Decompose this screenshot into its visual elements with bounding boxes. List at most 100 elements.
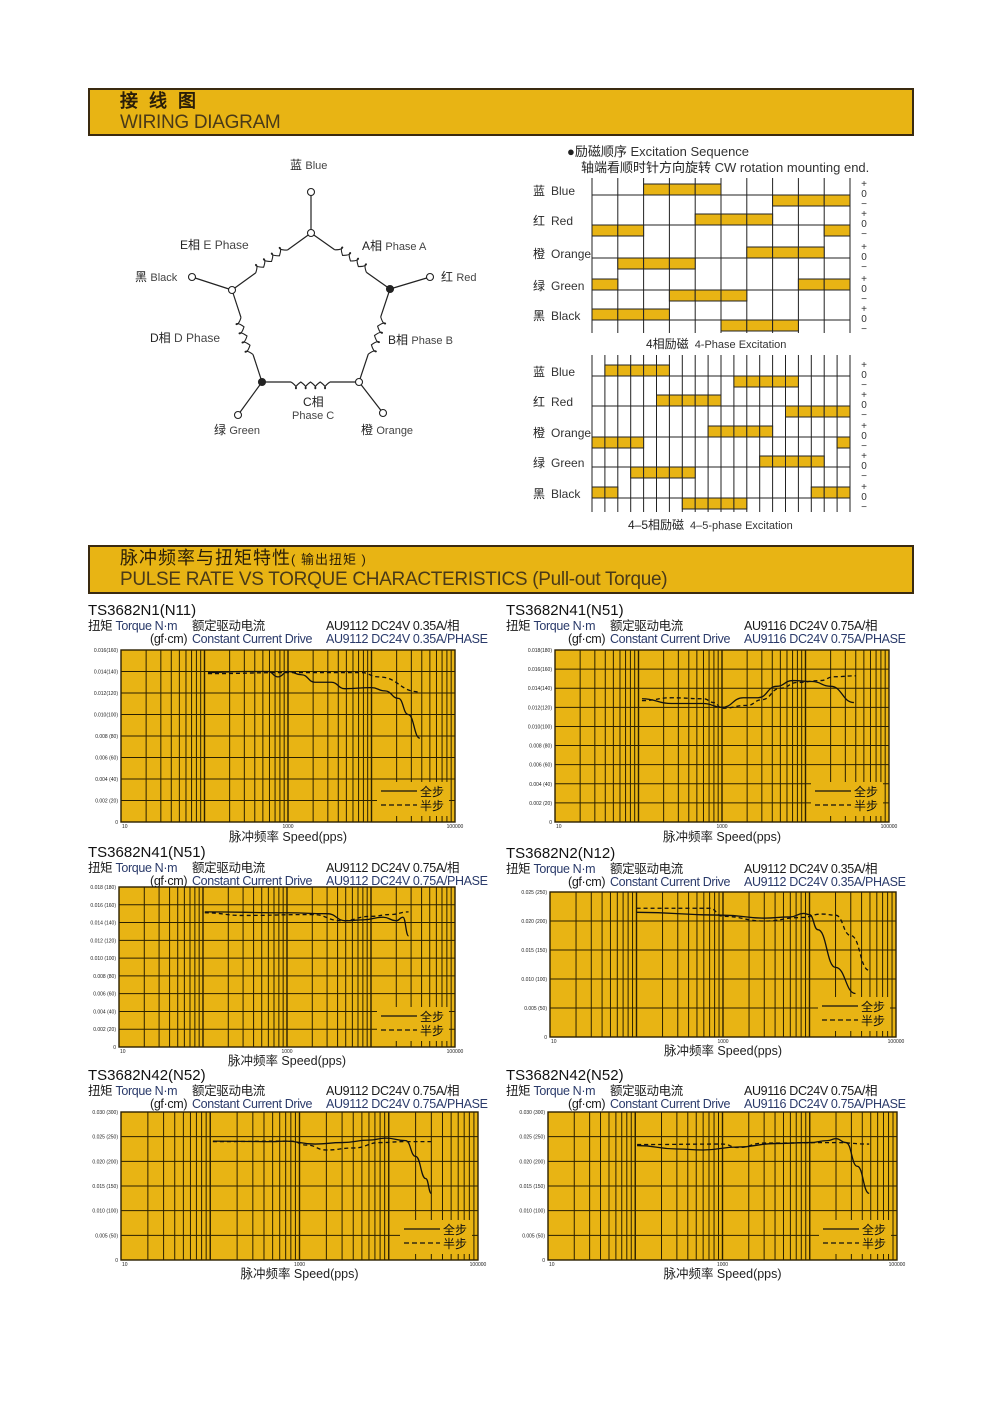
x-tick-label: 1000 — [281, 1049, 292, 1055]
y-tick-label: 0.016 (160) — [90, 903, 116, 909]
red-lead-wire — [389, 276, 431, 290]
legend-label: 半步 — [443, 1237, 467, 1251]
x-tick-label: 100000 — [881, 824, 898, 830]
excitation-row-label: 黑 Black — [533, 487, 581, 501]
chart-drive-cn: 额定驱动电流 — [610, 1084, 683, 1098]
chart-title: TS3682N41(N51) — [506, 602, 624, 619]
polarity-marker: +0− — [861, 179, 867, 210]
y-tick-label: 0.015 (150) — [521, 948, 547, 954]
legend-box — [811, 782, 883, 816]
chart-spec-cn: AU9112 DC24V 0.75A/相 — [326, 1084, 460, 1098]
label-phase-e: E相 E Phase — [180, 238, 249, 252]
series-full-step-line — [641, 679, 854, 708]
chart-drive-cn: 额定驱动电流 — [192, 619, 265, 633]
excitation-caption: 4–5相励磁 4–5-phase Excitation — [628, 518, 793, 532]
polarity-marker: +0− — [861, 274, 867, 305]
y-tick-label: 0.010 (100) — [521, 977, 547, 983]
chart-spec-en: AU9112 DC24V 0.75A/PHASE — [326, 874, 488, 888]
y-tick-label: 0.005 (50) — [524, 1006, 547, 1012]
chart-header-line-2: (gf·cm) Constant Current Drive AU9116 DC24… — [568, 1098, 906, 1111]
y-tick-label: 0.020 (200) — [521, 919, 547, 925]
excitation-row-label: 绿 Green — [533, 279, 585, 293]
chart-drive-cn: 额定驱动电流 — [610, 862, 683, 876]
series-half-step-line — [637, 1141, 870, 1149]
polarity-marker: +0− — [861, 360, 867, 391]
polarity-marker: +0− — [861, 421, 867, 452]
excitation-bar-negative — [617, 224, 645, 237]
chart-title: TS3682N42(N52) — [88, 1067, 206, 1084]
x-axis-label: 脉冲频率 Speed(pps) — [240, 1267, 359, 1281]
excitation-bar-positive — [591, 278, 619, 291]
red-terminal — [425, 272, 435, 282]
y-tick-label: 0.018 (180) — [90, 885, 116, 891]
series-half-step-line — [207, 671, 420, 693]
legend-label: 全步 — [854, 784, 878, 799]
chart-header-line-2: (gf·cm) Constant Current Drive AU9116 DC24… — [568, 633, 906, 646]
phase-d-coil — [231, 289, 263, 383]
excitation-row-label: 蓝 Blue — [533, 184, 576, 198]
x-axis-label: 脉冲频率 Speed(pps) — [663, 1044, 783, 1058]
torque-chart-3: 0 0.002 (20) 0.004 (40) 0.006 (60) 0.008 (80… — [90, 885, 463, 1055]
series-full-step-line — [204, 911, 410, 937]
excitation-row-label: 绿 Green — [533, 456, 585, 470]
series-full-step-line — [636, 911, 856, 995]
y-tick-label: 0.012(120) — [528, 705, 553, 711]
torque-banner: 脉冲频率与扭矩特性( 输出扭矩 ) PULSE RATE VS TORQUE C… — [88, 545, 914, 594]
chart-spec-cn: AU9112 DC24V 0.75A/相 — [326, 861, 460, 875]
y-tick-label: 0.014(140) — [528, 686, 553, 692]
chart-drive-en: Constant Current Drive — [610, 1097, 731, 1111]
chart-title: TS3682N1(N11) — [88, 602, 197, 619]
polarity-marker: +0− — [861, 242, 867, 273]
y-tick-label: 0.030 (300) — [92, 1110, 118, 1116]
legend-label: 全步 — [443, 1222, 467, 1237]
y-tick-label: 0.014 (140) — [90, 921, 116, 927]
label-phase-c-en: Phase C — [292, 410, 335, 422]
x-tick-label: 10 — [551, 1039, 557, 1045]
polarity-marker: +0− — [861, 209, 867, 240]
label-phase-d: D相 D Phase — [150, 331, 221, 345]
chart-header-line-1: 扭矩 Torque N·m 额定驱动电流 AU9112 DC24V 0.75A/相 — [88, 862, 459, 875]
x-axis-label: 脉冲频率 Speed(pps) — [663, 1267, 782, 1281]
legend-box — [377, 782, 449, 816]
orange-lead-wire — [358, 381, 384, 414]
x-tick-label: 10 — [549, 1262, 555, 1268]
excitation-bar-positive — [707, 394, 722, 407]
excitation-row-label: 红 Red — [533, 395, 574, 409]
chart-header-line-2: (gf·cm) Constant Current Drive AU9112 DC24… — [150, 875, 488, 888]
chart-spec-cn: AU9112 DC24V 0.35A/相 — [326, 619, 460, 633]
legend-label: 半步 — [854, 799, 878, 813]
x-tick-label: 100000 — [470, 1262, 487, 1268]
series-half-step-line — [641, 675, 856, 709]
chart-unit: (gf·cm) — [150, 632, 188, 646]
chart-unit: (gf·cm) — [568, 875, 606, 889]
y-tick-label: 0.004 (40) — [93, 1009, 116, 1015]
chart-header-line-1: 扭矩 Torque N·m 额定驱动电流 AU9112 DC24V 0.75A/相 — [88, 1085, 459, 1098]
label-green: 绿 Green — [214, 423, 260, 438]
excitation-bar-negative — [630, 436, 645, 449]
chart-drive-cn: 额定驱动电流 — [192, 1084, 265, 1098]
x-axis-label: 脉冲频率 Speed(pps) — [228, 830, 348, 844]
y-tick-label: 0.016(160) — [528, 667, 553, 673]
torque-chart-2: 0 0.002 (20) 0.004 (40) 0.006 (60) 0.008 (80… — [528, 648, 898, 830]
excitation-bar-positive — [656, 364, 670, 377]
y-tick-label: 0.005 (50) — [522, 1233, 545, 1239]
torque-chart-5: 0 0.005 (50) 0.010 (100) 0.015 (150) 0.020 (… — [92, 1110, 486, 1268]
y-tick-label: 0.020 (200) — [92, 1159, 118, 1165]
junction-node-bl — [257, 377, 267, 387]
x-tick-label: 100000 — [889, 1262, 906, 1268]
chart-title: TS3682N2(N12) — [506, 845, 616, 862]
excitation-row-label: 橙 Orange — [533, 247, 592, 261]
chart-spec-en: AU9116 DC24V 0.75A/PHASE — [744, 1097, 906, 1111]
excitation-bar-positive — [810, 455, 825, 468]
chart-header-line-1: 扭矩 Torque N·m 额定驱动电流 AU9112 DC24V 0.35A/相 — [506, 863, 877, 876]
chart-torque-label: 扭矩 Torque N·m — [88, 619, 178, 633]
excitation-bar-positive — [823, 278, 851, 291]
excitation-row-label: 黑 Black — [533, 309, 581, 323]
y-tick-label: 0.006 (60) — [95, 756, 118, 762]
y-tick-label: 0.020 (200) — [519, 1159, 545, 1165]
series-full-step-line — [207, 670, 421, 739]
bullet-icon: ● — [567, 144, 575, 159]
legend-box — [819, 1220, 891, 1254]
